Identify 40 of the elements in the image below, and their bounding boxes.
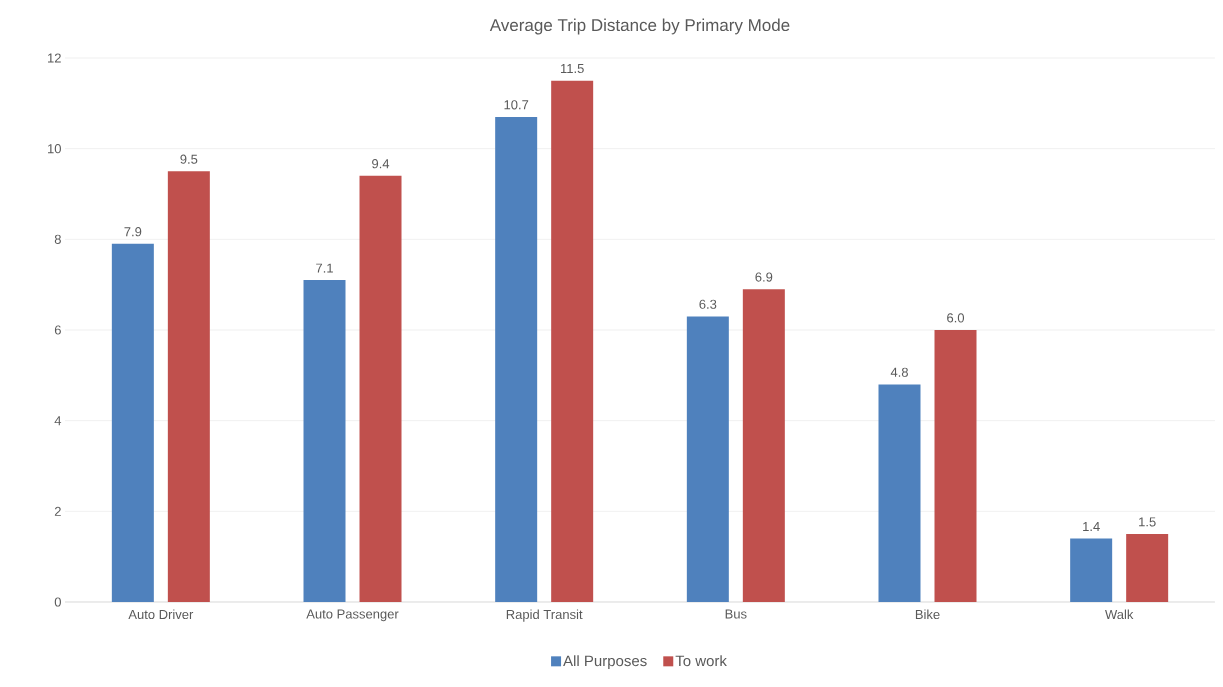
y-tick-label: 0	[54, 597, 61, 607]
bar	[111, 243, 154, 602]
bar	[878, 384, 921, 602]
y-tick-label: 4	[54, 416, 62, 426]
x-tick-label: Walk	[1105, 609, 1134, 620]
data-label: 11.5	[560, 64, 584, 74]
data-label: 6.9	[755, 272, 773, 282]
data-label: 1.5	[1139, 517, 1156, 527]
data-label: 6.3	[699, 299, 717, 309]
data-label: 4.8	[890, 367, 908, 377]
x-tick-label: Bus	[725, 609, 747, 619]
x-tick-label: Auto Driver	[128, 609, 194, 620]
bar	[742, 289, 785, 602]
bar	[1070, 538, 1113, 602]
data-label: 9.5	[180, 154, 198, 164]
chart-title: Average Trip Distance by Primary Mode	[489, 18, 790, 35]
data-label: 9.4	[372, 159, 390, 169]
y-tick-label: 12	[48, 53, 61, 63]
data-label: 7.1	[316, 263, 333, 273]
y-tick-label: 6	[54, 325, 61, 335]
bar	[551, 80, 594, 602]
data-label: 1.4	[1083, 522, 1100, 531]
bar	[934, 329, 977, 602]
data-label: 10.7	[504, 100, 529, 110]
bar	[167, 171, 210, 602]
data-label: 6.0	[947, 313, 965, 323]
legend-label: To work	[675, 655, 727, 667]
bar	[495, 116, 538, 602]
bar	[1126, 533, 1169, 602]
y-tick-label: 10	[48, 144, 61, 154]
y-tick-label: 8	[54, 234, 61, 244]
legend-label: All Purposes	[563, 655, 647, 670]
bar	[303, 280, 346, 602]
x-tick-label: Rapid Transit	[506, 609, 583, 622]
data-label: 7.9	[124, 227, 142, 237]
x-tick-label: Bike	[915, 609, 940, 620]
y-tick-label: 2	[54, 506, 61, 516]
bar	[686, 316, 729, 602]
bar	[359, 175, 402, 602]
x-tick-label: Auto Passenger	[306, 609, 399, 622]
